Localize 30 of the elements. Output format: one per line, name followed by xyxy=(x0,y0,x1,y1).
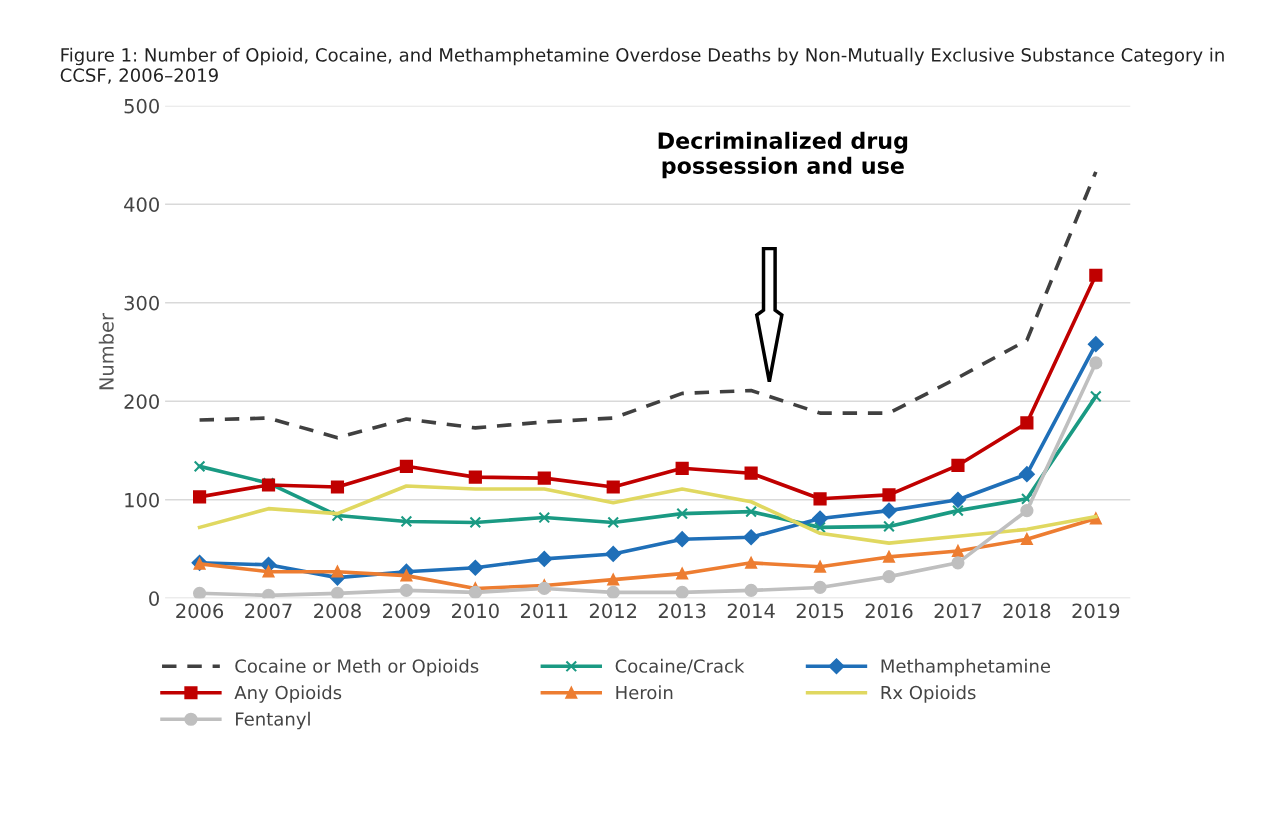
x-tick-label: 2008 xyxy=(314,603,361,619)
chart-title: Figure 1: Number of Opioid, Cocaine, and Methamphetamine Overdose Deaths by Non-Mutually Exclusive Substance Category in CCSF, 2006–2019 xyxy=(60,47,1224,84)
legend-label: Methamphetamine xyxy=(881,658,1051,677)
y-tick-label: 400 xyxy=(124,197,159,212)
x-tick-label: 2006 xyxy=(176,603,224,619)
x-tick-label: 2010 xyxy=(452,603,499,619)
x-tick-label: 2013 xyxy=(658,603,706,619)
x-tick-label: 2011 xyxy=(520,603,568,619)
y-axis-title: Number xyxy=(98,313,114,390)
x-tick-label: 2019 xyxy=(1072,603,1120,619)
x-tick-label: 2012 xyxy=(589,603,637,619)
legend-label: Fentanyl xyxy=(236,711,310,730)
x-tick-label: 2007 xyxy=(245,603,292,619)
legend-label: Cocaine/Crack xyxy=(615,658,745,675)
x-tick-label: 2017 xyxy=(934,603,982,619)
legend-label: Heroin xyxy=(616,685,673,700)
x-tick-label: 2014 xyxy=(727,603,775,619)
annotation: Decriminalized drug possession and use xyxy=(658,131,908,179)
legend-label: Rx Opioids xyxy=(881,685,976,703)
x-tick-label: 2016 xyxy=(865,603,913,619)
y-tick-label: 300 xyxy=(124,295,159,311)
x-tick-label: 2018 xyxy=(1003,603,1051,619)
y-tick-label: 100 xyxy=(125,492,159,508)
y-tick-label: 0 xyxy=(149,591,159,606)
legend-label: Any Opioids xyxy=(234,685,342,703)
x-tick-label: 2015 xyxy=(796,603,844,619)
legend-label: Cocaine or Meth or Opioids xyxy=(235,658,479,677)
x-tick-label: 2009 xyxy=(383,603,430,619)
y-tick-label: 500 xyxy=(124,98,159,114)
y-tick-label: 200 xyxy=(124,394,159,409)
